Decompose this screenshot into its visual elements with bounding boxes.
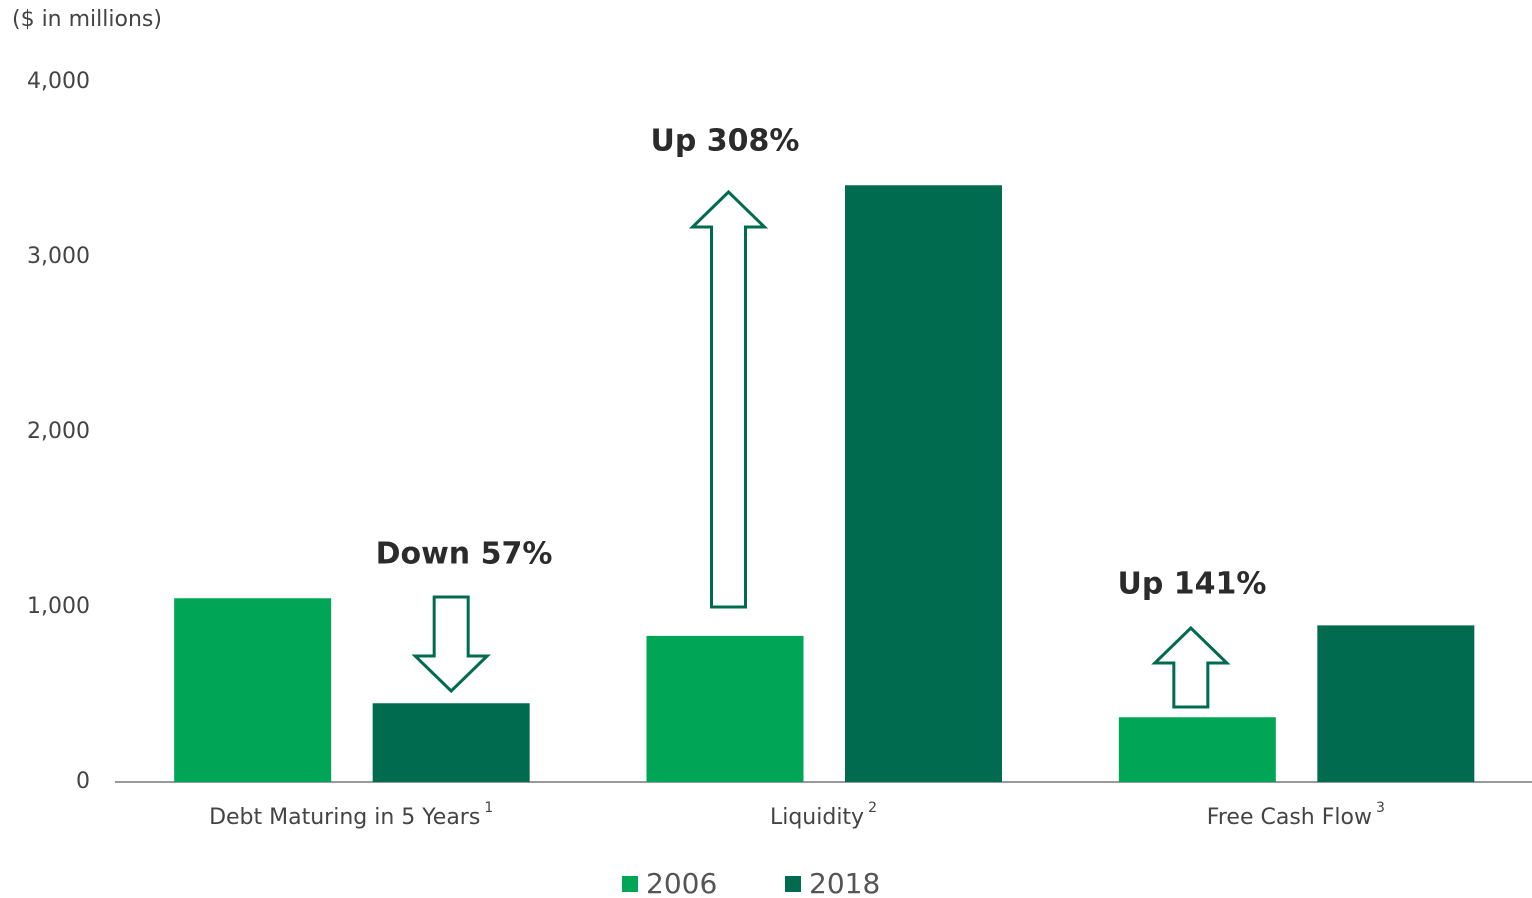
y-axis-label: ($ in millions) bbox=[12, 7, 162, 32]
bar bbox=[174, 598, 332, 782]
footnote-marker: 2 bbox=[868, 800, 877, 816]
y-tick-label: 2,000 bbox=[27, 419, 90, 444]
legend-swatch bbox=[622, 876, 638, 892]
annotation: Up 141% bbox=[1118, 567, 1267, 602]
annotation: Down 57% bbox=[376, 537, 553, 572]
category-name: Liquidity bbox=[770, 805, 864, 830]
bar bbox=[845, 185, 1002, 782]
change-arrow bbox=[1151, 625, 1231, 709]
bar bbox=[1317, 625, 1475, 782]
legend-label: 2006 bbox=[646, 867, 717, 898]
category-name: Debt Maturing in 5 Years bbox=[209, 805, 480, 830]
bar bbox=[646, 635, 804, 782]
x-tick-label: Free Cash Flow 3 bbox=[1207, 800, 1385, 830]
category-name: Free Cash Flow bbox=[1207, 805, 1372, 830]
change-arrow bbox=[688, 189, 769, 609]
legend-label: 2018 bbox=[809, 867, 880, 898]
x-tick-label: Debt Maturing in 5 Years 1 bbox=[209, 800, 493, 830]
footnote-marker: 3 bbox=[1376, 800, 1385, 816]
footnote-marker: 1 bbox=[484, 800, 493, 816]
bar bbox=[372, 703, 530, 782]
legend-swatch bbox=[785, 876, 801, 892]
x-tick-label: Liquidity 2 bbox=[770, 800, 877, 830]
y-tick-label: 1,000 bbox=[27, 594, 90, 619]
bar bbox=[1118, 717, 1276, 782]
annotation: Up 308% bbox=[651, 124, 800, 159]
y-tick-label: 4,000 bbox=[27, 69, 90, 94]
y-tick-label: 3,000 bbox=[27, 244, 90, 269]
y-tick-label: 0 bbox=[76, 769, 90, 794]
change-arrow bbox=[411, 595, 491, 694]
